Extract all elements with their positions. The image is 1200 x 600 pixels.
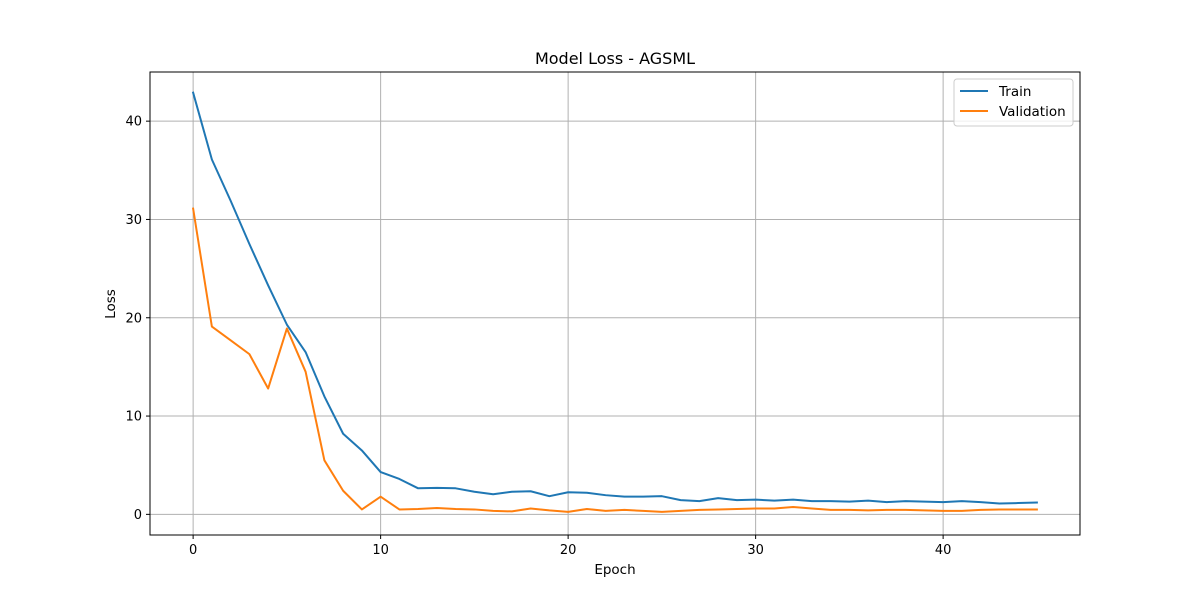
x-tick-label-30: 30 [747,543,764,558]
chart-title: Model Loss - AGSML [535,49,695,68]
legend-label-train: Train [998,84,1031,100]
x-tick-label-40: 40 [935,543,952,558]
x-tick-label-10: 10 [372,543,389,558]
x-tick-label-0: 0 [189,543,197,558]
y-tick-label-30: 30 [125,213,142,228]
y-tick-label-40: 40 [125,115,142,130]
legend: Train Validation [954,79,1073,126]
y-tick-label-10: 10 [125,410,142,425]
x-tick-label-20: 20 [560,543,577,558]
legend-label-validation: Validation [999,104,1066,120]
y-axis-label: Loss [103,289,119,319]
y-tick-label-0: 0 [134,508,142,523]
y-tick-label-20: 20 [125,311,142,326]
x-axis-label: Epoch [594,562,635,578]
